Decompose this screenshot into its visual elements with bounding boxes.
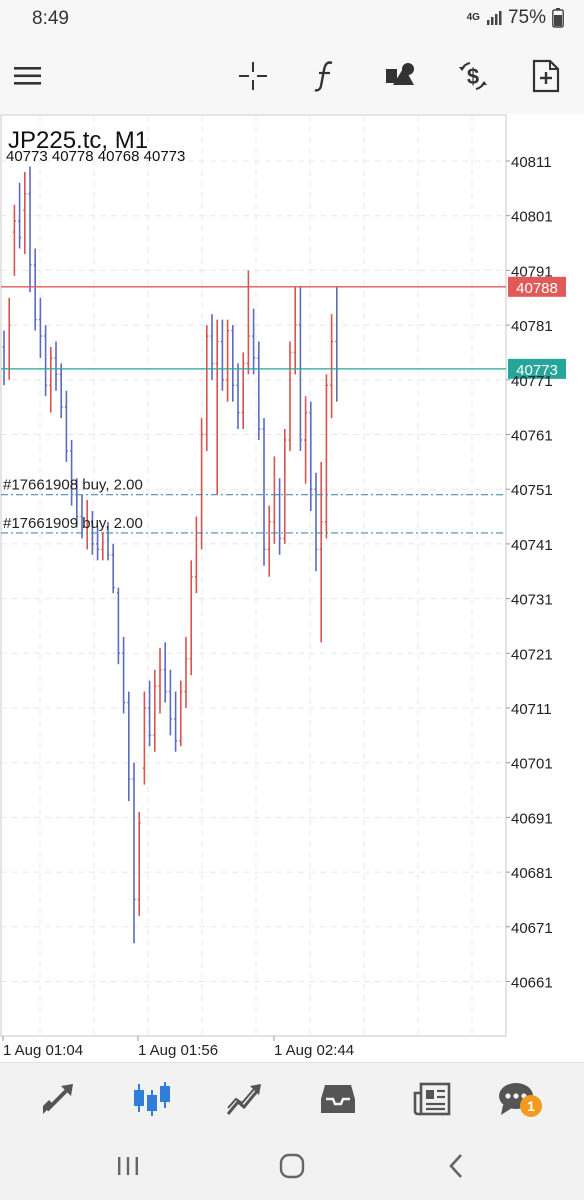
time-label: 1 Aug 01:04	[3, 1042, 83, 1059]
price-chart[interactable]: #17661908 buy, 2.00 #17661909 buy, 2.00 40…	[0, 114, 584, 1062]
nav-chart[interactable]	[130, 1077, 174, 1121]
price-label: 40781	[511, 318, 553, 335]
price-label: 40691	[511, 810, 553, 827]
price-label: 40771	[511, 373, 553, 390]
price-label: 40681	[511, 865, 553, 882]
bid-price-label: 40773	[516, 362, 558, 379]
price-label: 40741	[511, 537, 553, 554]
plot-frame	[0, 114, 507, 1037]
ask-price-label: 40788	[516, 280, 558, 297]
chart-symbol: JP225.tc, M1	[8, 127, 148, 154]
chart-icon	[134, 1082, 170, 1116]
objects-icon	[386, 63, 414, 85]
messages-badge: 1	[520, 1095, 542, 1117]
bottom-navigation: 1	[0, 1062, 584, 1133]
time-label: 1 Aug 02:44	[274, 1042, 354, 1059]
status-bar: 8:49 4G 75%	[0, 0, 584, 40]
price-label: 40701	[511, 756, 553, 773]
chart-toolbar: $	[0, 40, 584, 115]
price-label: 40711	[511, 701, 552, 718]
indicators-button[interactable]	[306, 56, 346, 96]
quotes-icon	[43, 1084, 73, 1114]
bid-price-tag	[508, 358, 566, 379]
nav-trade[interactable]	[222, 1077, 266, 1121]
history-icon	[321, 1085, 355, 1113]
signal-icon	[486, 11, 502, 25]
trade-button[interactable]: $	[453, 56, 493, 96]
price-label: 40791	[511, 263, 553, 280]
nav-messages[interactable]: 1	[494, 1077, 542, 1121]
order-label: #17661909 buy, 2.00	[3, 515, 143, 532]
nav-quotes[interactable]	[36, 1077, 80, 1121]
chart-ohlc: 40773 40778 40768 40773	[6, 148, 185, 165]
price-axis: 40811 40801 40791 40781 40771 40761 40751 40741…	[506, 154, 553, 992]
candles	[2, 166, 339, 944]
price-label: 40731	[511, 592, 553, 609]
system-navigation	[0, 1132, 584, 1200]
ask-price-tag	[508, 276, 566, 297]
back-button[interactable]	[436, 1150, 476, 1182]
price-lines: #17661908 buy, 2.00 #17661909 buy, 2.00 40…	[1, 276, 566, 534]
price-label: 40661	[511, 975, 553, 992]
indicators-icon	[314, 61, 333, 92]
recent-apps-button[interactable]	[108, 1150, 148, 1182]
new-order-button[interactable]	[526, 56, 566, 96]
chart-grid	[0, 114, 507, 1037]
nav-history[interactable]	[316, 1077, 360, 1121]
price-label: 40801	[511, 209, 553, 226]
news-icon	[413, 1082, 451, 1116]
order-label: #17661908 buy, 2.00	[3, 477, 143, 494]
crosshair-button[interactable]	[233, 56, 273, 96]
price-label: 40721	[511, 646, 553, 663]
status-indicators: 4G 75%	[467, 7, 564, 29]
crosshair-icon	[239, 62, 267, 90]
time-label: 1 Aug 01:56	[138, 1042, 218, 1059]
recent-apps-icon	[118, 1157, 138, 1175]
trade-icon	[226, 1084, 261, 1115]
price-label: 40671	[511, 920, 553, 937]
trade-icon: $	[459, 62, 487, 90]
objects-button[interactable]	[380, 56, 420, 96]
svg-text:$: $	[467, 64, 479, 89]
chart-area[interactable]: #17661908 buy, 2.00 #17661909 buy, 2.00 40…	[0, 114, 584, 1062]
price-label: 40811	[511, 154, 552, 171]
nav-news[interactable]	[410, 1077, 454, 1121]
home-button[interactable]	[272, 1150, 312, 1182]
status-time: 8:49	[32, 8, 69, 29]
price-label: 40751	[511, 482, 553, 499]
back-icon	[449, 1154, 462, 1178]
time-axis: 1 Aug 01:04 1 Aug 01:56 1 Aug 02:44	[2, 1036, 354, 1059]
price-label: 40761	[511, 428, 553, 445]
menu-button[interactable]	[8, 56, 48, 96]
new-order-icon	[532, 59, 560, 93]
battery-percent: 75%	[507, 7, 546, 28]
network-type: 4G	[466, 12, 480, 23]
menu-icon	[14, 67, 41, 85]
battery-icon	[552, 8, 564, 28]
home-icon	[279, 1153, 305, 1179]
